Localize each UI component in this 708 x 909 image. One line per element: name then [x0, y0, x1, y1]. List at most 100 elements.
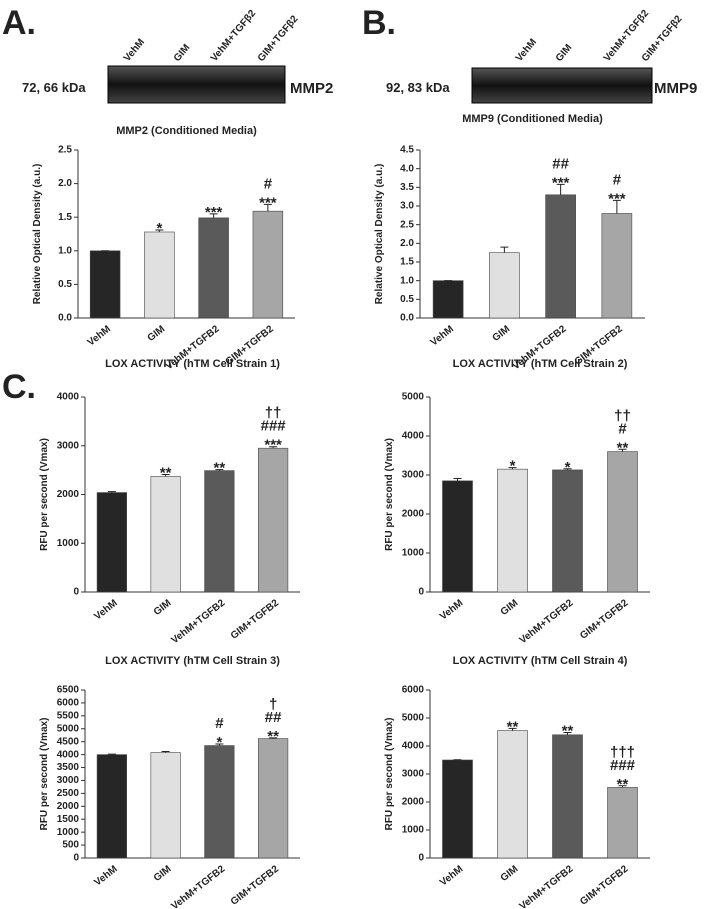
error-bar	[155, 229, 164, 232]
lane-label: VehM	[514, 37, 539, 64]
bar	[489, 252, 520, 319]
x-tick-label: VehM	[438, 598, 465, 623]
error-bar	[161, 474, 170, 477]
y-tick-label: 5000	[402, 713, 425, 724]
y-tick-label: 4.0	[400, 163, 414, 174]
bar	[607, 787, 638, 859]
error-bar	[563, 468, 572, 470]
y-tick-label: 1000	[57, 538, 80, 549]
y-tick-label: 3000	[57, 440, 80, 451]
error-bar	[500, 246, 509, 253]
x-tick-label: GIM+TGFB2	[578, 863, 630, 907]
significance-marker: ***	[205, 204, 223, 221]
chart-title: MMP2 (Conditioned Media)	[116, 125, 257, 137]
error-bar	[161, 751, 170, 753]
lane-label: VehM	[122, 37, 147, 64]
y-tick-label: 1.5	[400, 257, 414, 268]
y-axis-label: RFU per second (Vmax)	[39, 438, 50, 551]
y-tick-label: 4000	[57, 392, 80, 403]
y-tick-label: 2000	[57, 489, 80, 500]
panel-label: C.	[2, 368, 36, 406]
panel-label: B.	[362, 4, 396, 42]
y-tick-label: 0.0	[400, 313, 414, 324]
blot-size: 72, 66 kDa	[22, 80, 86, 95]
y-tick-label: 2.0	[400, 238, 414, 249]
bar	[204, 745, 235, 859]
significance-marker: ***	[608, 190, 626, 207]
bar	[144, 231, 175, 319]
error-bar	[269, 446, 278, 449]
bar	[545, 194, 576, 319]
chart-title: LOX ACTIVITY (hTM Cell Strain 1)	[105, 358, 280, 370]
bar	[150, 476, 181, 593]
y-tick-label: 2500	[57, 788, 80, 799]
x-tick-label: GIM+TGFB2	[229, 597, 281, 641]
bar	[96, 754, 127, 859]
x-tick-label: VehM+TGFB2	[518, 863, 576, 909]
x-tick-label: GIM+TGFB2	[229, 863, 281, 907]
y-tick-label: 1000	[402, 548, 425, 559]
x-tick-label: GIM	[152, 598, 174, 618]
y-tick-label: 0.0	[58, 313, 72, 324]
significance-marker: †††	[610, 744, 635, 761]
bar	[204, 470, 235, 593]
significance-marker: ††	[614, 407, 631, 424]
chart-title: LOX ACTIVITY (hTM Cell Strain 2)	[453, 358, 628, 370]
blot-name: MMP9	[654, 80, 697, 97]
significance-marker: ***	[259, 194, 277, 211]
y-axis-label: RFU per second (Vmax)	[39, 718, 50, 831]
significance-marker: ***	[552, 174, 570, 191]
significance-marker: #	[215, 715, 224, 732]
x-tick-label: VehM+TGFB2	[169, 863, 227, 909]
bar	[497, 468, 528, 593]
y-tick-label: 6000	[57, 698, 80, 709]
error-bar	[508, 467, 517, 470]
bar	[432, 280, 464, 319]
significance-marker: †	[269, 696, 277, 713]
significance-marker: **	[507, 718, 519, 735]
x-tick-label: GIM	[499, 598, 521, 618]
bar	[150, 752, 181, 859]
significance-marker: **	[562, 723, 574, 740]
significance-marker: *	[565, 459, 571, 476]
error-bar	[612, 199, 621, 214]
x-tick-label: VehM	[92, 864, 119, 889]
bar	[552, 734, 583, 859]
blot-size: 92, 83 kDa	[386, 80, 450, 95]
significance-marker: *	[510, 458, 516, 475]
y-tick-label: 4000	[402, 741, 425, 752]
significance-marker: #	[264, 175, 273, 192]
bar	[252, 210, 284, 319]
bar	[258, 447, 289, 593]
y-tick-label: 0	[418, 587, 424, 598]
x-tick-label: GIM	[499, 864, 521, 884]
error-bar	[215, 743, 224, 746]
blot-image	[471, 67, 653, 104]
y-tick-label: 2.5	[58, 145, 72, 156]
bar	[198, 217, 229, 319]
bar	[601, 213, 633, 319]
significance-marker: ###	[610, 757, 636, 774]
x-tick-label: VehM	[86, 324, 113, 349]
significance-marker: ***	[264, 437, 282, 454]
error-bar	[453, 478, 462, 481]
significance-marker: **	[160, 465, 172, 482]
lane-label: VehM+TGFβ2	[209, 8, 259, 64]
y-tick-label: 2.0	[58, 178, 72, 189]
y-tick-label: 6000	[402, 685, 425, 696]
y-tick-label: 4000	[402, 431, 425, 442]
y-tick-label: 4.5	[400, 145, 414, 156]
significance-marker: #	[613, 171, 622, 188]
y-tick-label: 5500	[57, 710, 80, 721]
y-tick-label: 3000	[402, 470, 425, 481]
y-tick-label: 4500	[57, 736, 80, 747]
bar	[442, 759, 473, 859]
y-axis-label: RFU per second (Vmax)	[384, 438, 395, 551]
y-tick-label: 4000	[57, 749, 80, 760]
y-axis-label: Relative Optical Density (a.u.)	[374, 164, 385, 305]
bar	[497, 730, 528, 859]
lane-label: GIM	[554, 42, 575, 64]
y-tick-label: 3.0	[400, 201, 414, 212]
y-tick-label: 0.5	[400, 294, 414, 305]
